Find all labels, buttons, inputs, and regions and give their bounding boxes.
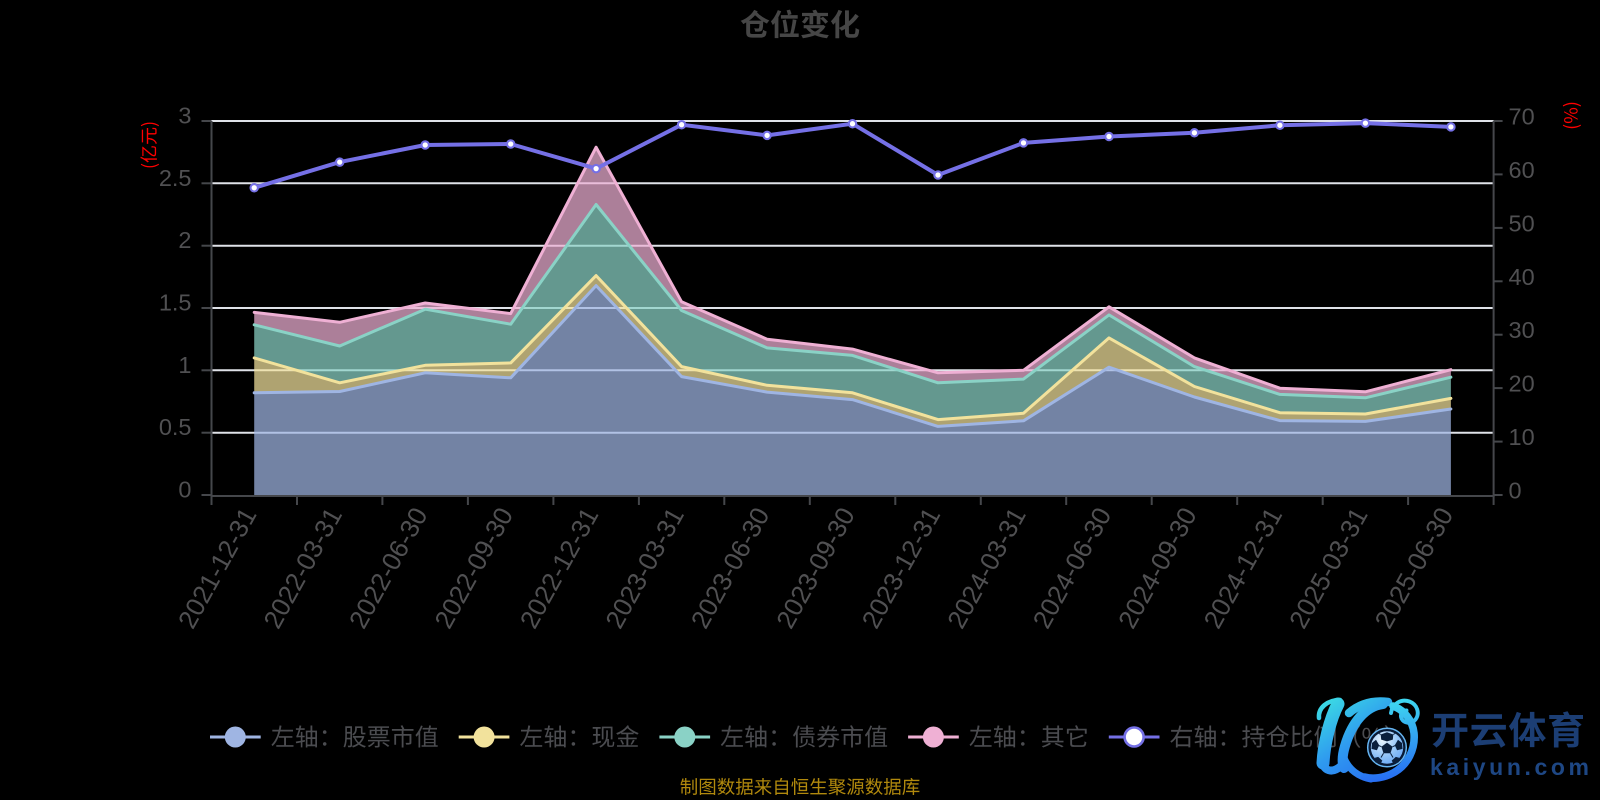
svg-text:50: 50 — [1509, 210, 1535, 236]
svg-text:3: 3 — [178, 103, 191, 129]
svg-text:kaiyun.com: kaiyun.com — [1430, 754, 1593, 780]
svg-text:1: 1 — [178, 352, 191, 378]
svg-text:0: 0 — [1509, 478, 1522, 504]
svg-text:20: 20 — [1509, 371, 1535, 397]
svg-text:2.5: 2.5 — [159, 165, 192, 191]
svg-text:1.5: 1.5 — [159, 290, 192, 316]
svg-text:70: 70 — [1509, 104, 1535, 130]
svg-text:40: 40 — [1509, 264, 1535, 290]
svg-text:2: 2 — [178, 227, 191, 253]
svg-text:30: 30 — [1509, 317, 1535, 343]
svg-text:60: 60 — [1509, 157, 1535, 183]
svg-text:10: 10 — [1509, 424, 1535, 450]
svg-text:0.5: 0.5 — [159, 414, 192, 440]
svg-text:0: 0 — [178, 477, 191, 503]
